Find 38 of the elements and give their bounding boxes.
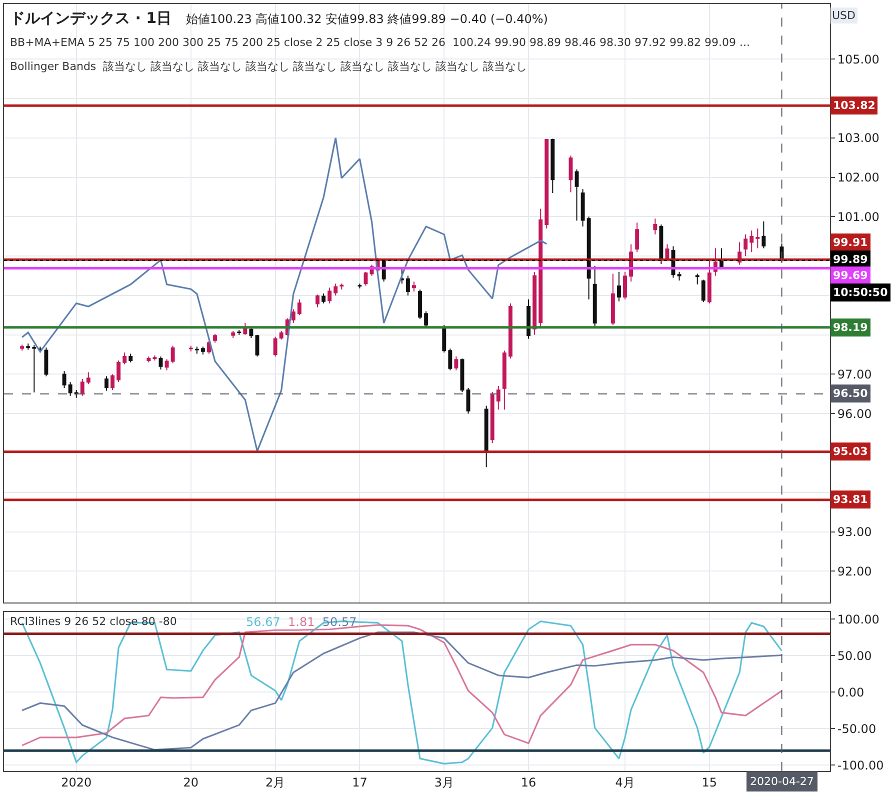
y-tick-label: 50.00 — [837, 648, 872, 663]
y-tick-label: 105.00 — [837, 52, 880, 66]
y-tick-label: 0.00 — [837, 685, 864, 700]
x-tick-label: 4月 — [615, 775, 635, 790]
y-tick-label: 92.00 — [837, 564, 872, 578]
ref-line-label: 98.19 — [833, 321, 868, 334]
y-tick-label: 102.00 — [837, 170, 880, 184]
ref-line-label: 99.69 — [833, 269, 868, 282]
y-tick-label: 93.00 — [837, 524, 872, 539]
y-tick-label: 100.00 — [837, 612, 880, 626]
x-tick-label: 16 — [520, 775, 536, 790]
ref-line-label: 99.91 — [833, 236, 868, 249]
annotation: BB+MA+EMA 5 25 75 100 200 300 25 75 200 25 close 2 25 close 3 9 26 52 26 100.24 99.90 98.89 98.46 98.30 97.92 99.82 99.09 ... — [10, 36, 750, 49]
series-label: 56.67 — [246, 615, 280, 629]
y-tick-label: 97.00 — [837, 367, 872, 382]
series-label: 1.81 — [288, 615, 315, 629]
y-tick-label: -100.00 — [837, 758, 884, 772]
ref-line-label: 2020-04-27 — [750, 775, 814, 788]
y-tick-label: 101.00 — [837, 210, 880, 224]
chart-title: ドルインデックス · 1日 — [10, 9, 172, 27]
y-tick-label: -50.00 — [837, 722, 876, 736]
ref-line-label: 95.03 — [833, 445, 868, 458]
text: USD — [832, 9, 856, 22]
y-tick-label: 103.00 — [837, 131, 880, 146]
ref-line-label: 93.81 — [833, 493, 868, 506]
x-tick-label: 2月 — [265, 775, 286, 790]
annotation: Bollinger Bands 該当なし 該当なし 該当なし 該当なし 該当なし 該当なし 該当なし 該当なし 該当なし — [10, 60, 528, 73]
x-tick-label: 3月 — [434, 775, 454, 790]
ref-line-label: 99.89 — [833, 253, 868, 266]
x-tick-label: 2020 — [61, 775, 92, 790]
ref-line-label: 103.82 — [833, 99, 876, 112]
text: 10:50:50 — [833, 286, 888, 299]
y-tick-label: 96.00 — [837, 406, 872, 421]
x-tick-label: 20 — [183, 775, 199, 790]
text: 始値100.23 高値100.32 安値99.83 終値99.89 −0.40 (−0.40%) — [186, 12, 548, 26]
x-tick-label: 15 — [702, 775, 718, 790]
ref-line-label: 96.50 — [833, 387, 868, 400]
x-tick-label: 17 — [352, 775, 368, 790]
